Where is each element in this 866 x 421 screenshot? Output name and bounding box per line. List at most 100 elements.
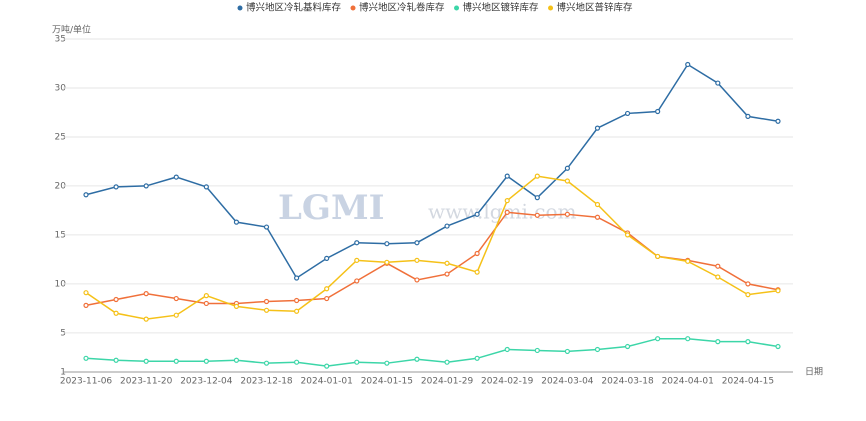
data-point (324, 286, 330, 292)
x-tick-label: 2024-01-01 (301, 377, 353, 387)
data-point (745, 339, 751, 345)
data-point (444, 271, 450, 277)
watermark: LGMI (278, 188, 384, 228)
data-point (173, 358, 179, 364)
x-tick-label: 2024-02-19 (481, 377, 534, 387)
data-point (715, 339, 721, 345)
x-tick-label: 2023-11-20 (120, 377, 173, 387)
legend: 博兴地区冷轧基料库存 博兴地区冷轧卷库存 博兴地区镀锌库存 博兴地区普锌库存 (237, 2, 634, 14)
legend-marker (454, 5, 460, 11)
data-point (685, 336, 691, 342)
data-point (354, 257, 360, 263)
data-point (414, 240, 420, 246)
data-point (564, 165, 570, 171)
data-point (594, 125, 601, 131)
legend-marker (350, 5, 356, 11)
data-point (715, 263, 721, 269)
data-point (534, 212, 540, 218)
data-point (745, 281, 751, 287)
data-point (474, 355, 480, 361)
data-point (384, 241, 390, 247)
data-point (655, 108, 661, 115)
data-point (83, 192, 89, 198)
data-point (444, 359, 450, 365)
y-tick-label: 30 (55, 83, 67, 93)
data-point (324, 255, 330, 261)
data-point (444, 260, 450, 266)
data-point (143, 316, 149, 322)
x-tick-label: 2023-12-18 (240, 377, 293, 387)
data-point (534, 347, 540, 354)
data-point (624, 110, 631, 117)
data-point (203, 293, 209, 299)
data-point (414, 257, 420, 263)
legend-label: 博兴地区普锌库存 (557, 2, 634, 14)
data-point (354, 359, 360, 365)
x-tick-label: 2023-11-06 (60, 377, 113, 387)
data-point (685, 61, 691, 68)
data-point (775, 118, 781, 124)
data-point (655, 336, 661, 342)
x-tick-label: 2023-12-04 (180, 377, 233, 387)
data-point (564, 211, 570, 217)
data-point (715, 274, 721, 280)
data-point (173, 295, 179, 302)
data-point (624, 232, 631, 238)
data-point (294, 308, 300, 314)
data-point (113, 357, 119, 363)
data-point (173, 312, 179, 318)
data-point (263, 360, 270, 366)
data-point (294, 297, 300, 304)
x-tick-label: 2024-04-01 (662, 377, 714, 387)
data-point (745, 292, 751, 298)
data-point (354, 240, 360, 246)
y-tick-label: 35 (55, 35, 66, 45)
data-point (263, 298, 270, 305)
data-point (113, 296, 119, 303)
data-point (414, 277, 420, 283)
data-point (233, 357, 240, 363)
data-point (263, 307, 270, 313)
y-tick-label: 20 (55, 181, 67, 191)
data-point (564, 178, 570, 184)
legend-label: 博兴地区冷轧卷库存 (359, 2, 445, 14)
data-point (504, 198, 510, 204)
data-point (474, 211, 480, 217)
data-point (384, 259, 390, 265)
y-tick-label: 25 (55, 132, 66, 142)
data-point (83, 355, 89, 361)
x-tick-label: 2024-03-04 (541, 377, 594, 387)
series-line (85, 63, 779, 280)
data-point (143, 183, 149, 189)
data-point (775, 288, 781, 294)
data-point (143, 291, 149, 297)
data-point (263, 224, 270, 230)
series-line (85, 337, 779, 367)
data-point (534, 173, 540, 179)
data-point (143, 358, 149, 364)
data-point (504, 346, 510, 353)
data-point (384, 360, 390, 366)
data-point (113, 310, 119, 316)
data-point (113, 184, 119, 190)
x-axis-label: 日期 (805, 367, 823, 378)
data-point (715, 80, 721, 86)
data-point (83, 290, 89, 296)
legend-label: 博兴地区镀锌库存 (463, 2, 540, 14)
data-point (203, 300, 209, 307)
legend-label: 博兴地区冷轧基料库存 (246, 2, 342, 14)
data-point (474, 250, 480, 257)
data-point (745, 113, 751, 119)
data-point (233, 219, 240, 225)
data-point (203, 358, 209, 364)
data-point (233, 303, 240, 309)
data-point (594, 346, 601, 353)
y-axis-label: 万吨/单位 (52, 24, 91, 36)
data-point (504, 209, 510, 215)
data-point (324, 363, 330, 369)
x-tick-label: 2024-03-18 (601, 377, 654, 387)
legend-marker (548, 5, 554, 11)
data-point (294, 275, 300, 281)
data-point (504, 173, 510, 179)
